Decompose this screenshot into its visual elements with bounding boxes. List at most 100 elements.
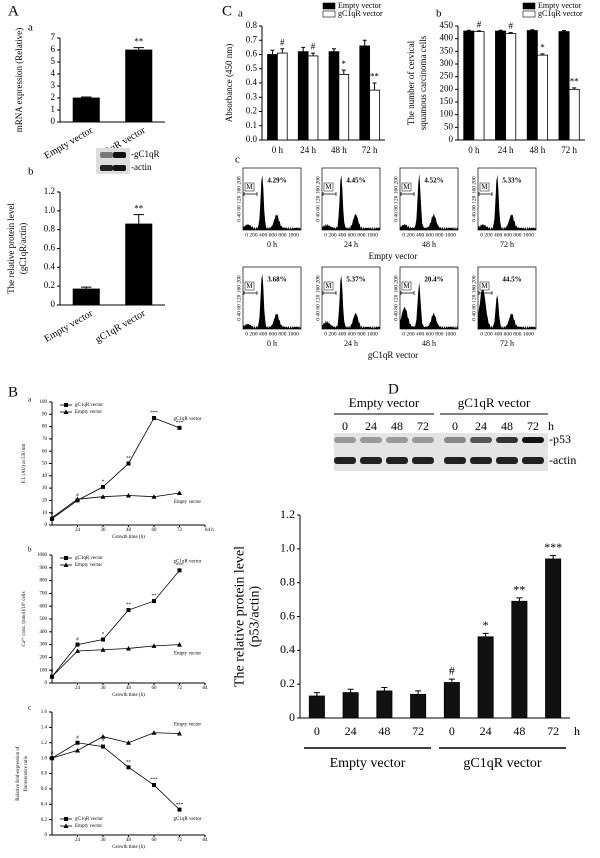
- histogram-frame: [477, 167, 537, 231]
- x-tick-label: 36: [101, 838, 107, 843]
- blot-band: [496, 437, 518, 443]
- significance: **: [134, 203, 144, 213]
- y-tick-label: 0.6: [44, 243, 56, 253]
- significance: #: [51, 751, 54, 756]
- y-tick-label: 900: [40, 566, 48, 571]
- histogram-frame: [321, 167, 381, 231]
- error-bar: [280, 48, 285, 54]
- row-title: Empty vector: [369, 251, 418, 261]
- histogram-x-ticks: 0 200 400 600 800 1000: [245, 232, 299, 238]
- x-tick-label: 24: [345, 724, 357, 738]
- time-label: 72 h: [500, 240, 514, 249]
- y-tick-label: 1000: [37, 553, 48, 558]
- legend-label: Empty vector: [338, 1, 382, 10]
- line: [51, 492, 180, 518]
- x-tick-label: 36: [101, 528, 107, 533]
- significance: #: [280, 37, 285, 47]
- y-tick-label: 0.3: [246, 91, 258, 101]
- blot-time: 24: [365, 419, 377, 433]
- y-tick-label: 70: [42, 437, 48, 442]
- histogram-y-ticks: 0 40 80 120 160 200: [471, 275, 477, 321]
- gate-box: [244, 281, 255, 291]
- y-tick-label: 300: [440, 58, 454, 68]
- x-tick-label: 84: [203, 838, 209, 843]
- blot-band: [100, 165, 113, 171]
- blot-time: 72: [417, 419, 429, 433]
- point: [49, 515, 55, 520]
- significance: **: [570, 76, 580, 86]
- significance: **: [370, 72, 380, 82]
- y-tick-label: 20: [42, 499, 48, 504]
- panel-sublabel: a: [28, 396, 32, 404]
- point: [126, 645, 131, 651]
- y-tick-label: 0: [45, 681, 48, 686]
- bar: [568, 88, 580, 141]
- y-tick-label: 50: [444, 121, 454, 131]
- point: [75, 642, 80, 647]
- error-bar: [381, 687, 388, 691]
- legend-label: gC1qR vector: [75, 556, 103, 561]
- histogram-y-ticks: 0 40 80 120 160 200: [393, 176, 399, 222]
- x-tick-label: 72 h: [362, 145, 378, 155]
- panel-sublabel: a: [28, 22, 33, 34]
- y-axis-label: F.I. (AU) at 530 nm: [22, 444, 27, 484]
- bar: [307, 55, 319, 141]
- point: [101, 484, 105, 489]
- blot-time: 24: [475, 419, 487, 433]
- point: [152, 599, 156, 604]
- point: [100, 734, 106, 739]
- percentage: 3.68%: [267, 276, 286, 284]
- line: [51, 742, 180, 810]
- significance: **: [152, 594, 158, 599]
- bar: [72, 288, 100, 306]
- y-tick-label: 1.0: [280, 541, 295, 555]
- x-tick-label: 0 h: [468, 145, 480, 155]
- point: [75, 496, 80, 502]
- error-bar: [81, 96, 92, 98]
- legend-label: gC1qR vector: [75, 817, 103, 822]
- y-tick-label: 1.0: [41, 756, 48, 761]
- x-tick-label: 24: [75, 686, 81, 691]
- bar: [473, 31, 485, 141]
- blot-band: [334, 437, 356, 443]
- row-title: gC1qR vector: [368, 350, 418, 360]
- x-tick-label: 72: [412, 724, 424, 738]
- y-axis-label: squamous carcinoma cells: [418, 35, 428, 130]
- y-tick-label: 2: [51, 92, 56, 102]
- blot-band: [334, 457, 356, 464]
- significance: ***: [150, 411, 158, 416]
- point: [151, 494, 157, 499]
- y-tick-label: 0.8: [280, 574, 295, 588]
- significance: **: [126, 457, 132, 462]
- legend-label: Empty vector: [75, 824, 102, 829]
- time-label: 72 h: [500, 339, 514, 348]
- blot-band: [470, 457, 492, 464]
- x-tick-label: 48: [378, 724, 390, 738]
- x-tick-label: Empty vector: [42, 125, 95, 162]
- bar: [410, 693, 427, 719]
- point: [126, 492, 131, 498]
- error-bar: [476, 30, 481, 32]
- gate-label: M: [325, 183, 332, 191]
- blot-band: [113, 152, 126, 158]
- y-tick-label: 0: [51, 116, 56, 126]
- gate: [400, 291, 415, 295]
- y-tick-label: 0.2: [44, 280, 55, 290]
- histogram-frame: [399, 266, 459, 330]
- point: [49, 755, 55, 761]
- y-tick-label: 0.4: [280, 642, 295, 656]
- significance: **: [126, 760, 132, 765]
- group-label: gC1qR vector: [463, 756, 541, 771]
- blot-group-label: gC1qR vector: [458, 395, 531, 410]
- gate-box: [323, 281, 334, 291]
- x-tick-label: 48: [126, 686, 132, 691]
- percentage: 5.33%: [502, 177, 521, 185]
- gate-label: M: [403, 282, 410, 290]
- y-tick-label: 0: [45, 833, 48, 838]
- error-bar: [347, 688, 354, 693]
- y-tick-label: 0.4: [41, 802, 48, 807]
- point: [126, 461, 131, 466]
- bar: [125, 223, 153, 306]
- significance: #: [76, 494, 79, 499]
- blot-band: [470, 437, 492, 443]
